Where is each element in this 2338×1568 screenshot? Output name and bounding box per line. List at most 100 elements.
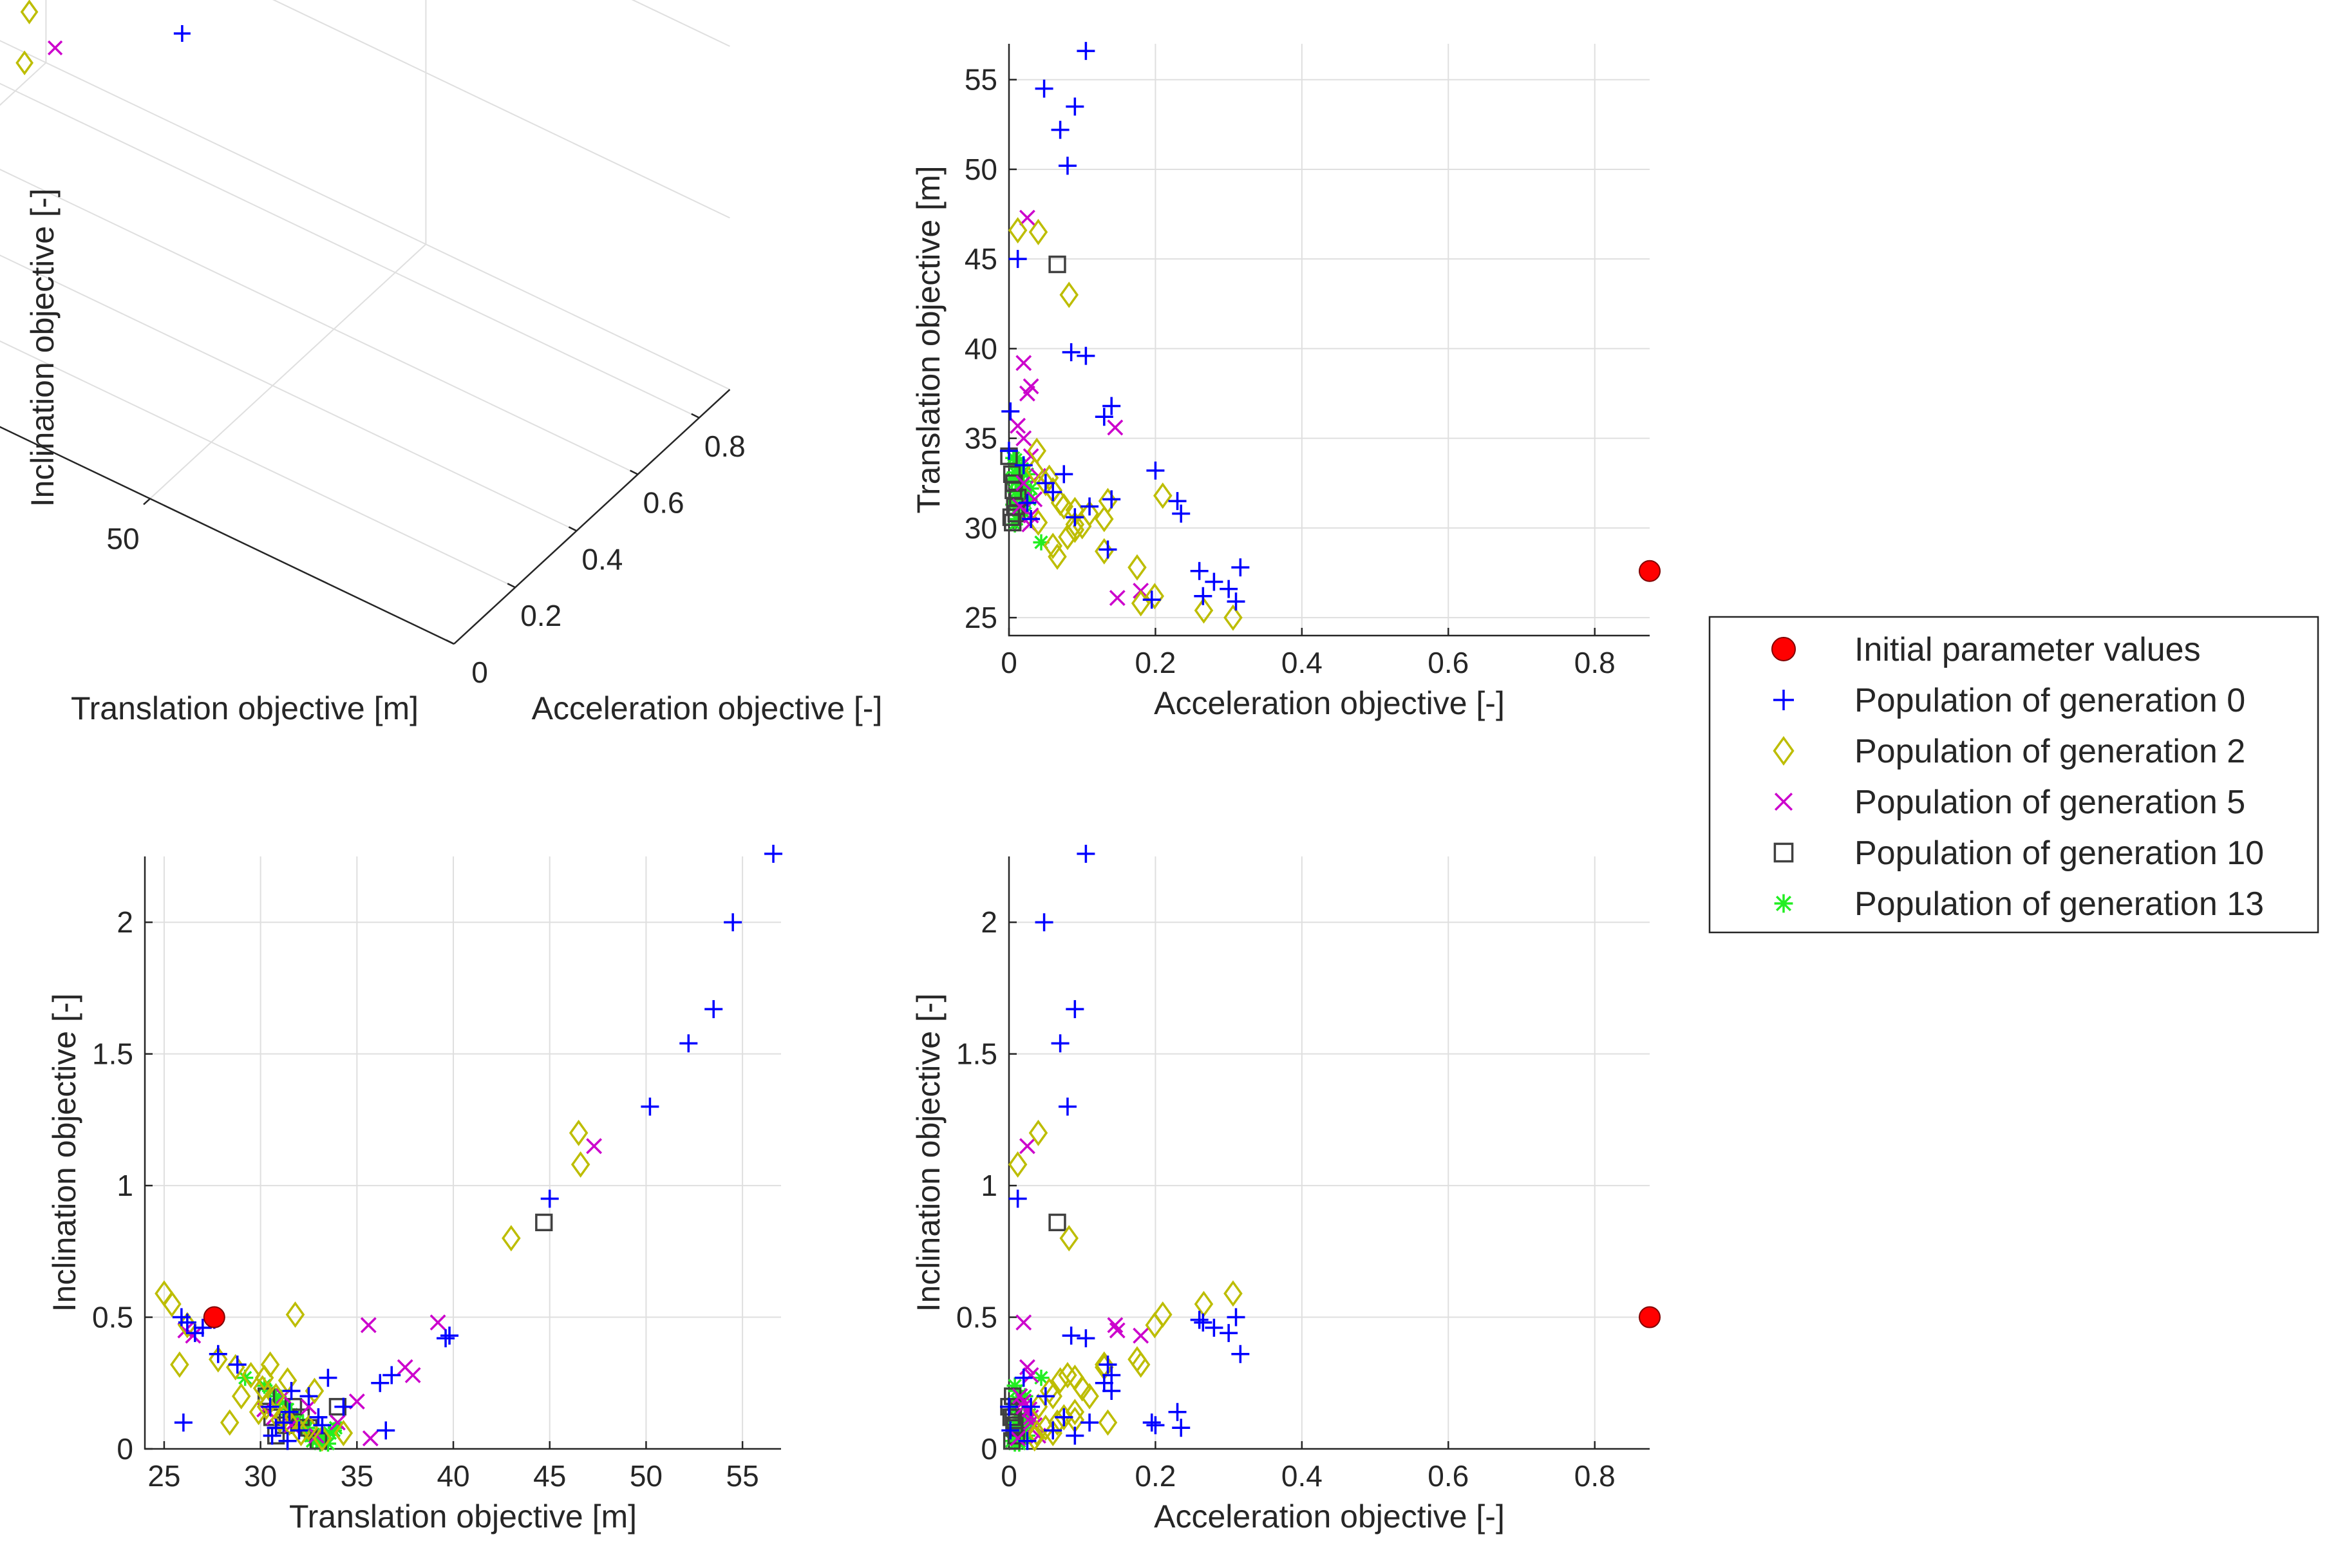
axis-lines (144, 856, 781, 1450)
data-point (1019, 1138, 1035, 1155)
x-tick-label: 55 (726, 1459, 759, 1493)
panel-acceleration-vs-inclination: 0 0.2 0.4 0.6 0.8 0 0.5 1 1.5 2 Acceleration objec… (910, 844, 1661, 1535)
data-point (231, 1383, 251, 1410)
legend-label: Initial parameter values (1854, 631, 2201, 668)
data-point (1003, 471, 1021, 488)
data-point (1033, 534, 1050, 551)
data-point (1227, 1308, 1245, 1327)
data-point (278, 1431, 297, 1450)
y-axis-label: Translation objective [m] (910, 165, 947, 513)
data-point (1146, 461, 1165, 480)
data-point (1005, 474, 1023, 492)
data-point (569, 1119, 589, 1146)
axis-lines (1008, 44, 1650, 637)
data-point (256, 1377, 273, 1394)
y-tick-mark (691, 413, 700, 419)
data-point (173, 25, 191, 43)
data-point (1025, 1425, 1044, 1452)
data-point (209, 1346, 228, 1373)
data-point (1010, 1430, 1026, 1447)
data-point (1000, 442, 1018, 460)
data-point (278, 1367, 297, 1394)
data-point (1027, 1419, 1046, 1446)
data-point (1102, 1382, 1121, 1401)
x-axis-label: Translation objective [m] (71, 690, 419, 726)
legend-box (1708, 616, 2319, 934)
data-point (1095, 505, 1114, 533)
data-point (1001, 402, 1020, 420)
y-tick-mark (507, 583, 516, 589)
x-gridline (0, 62, 47, 106)
y-tick-mark (568, 526, 577, 532)
data-point (1059, 1225, 1079, 1252)
data-point (284, 1397, 303, 1416)
data-point (1077, 42, 1095, 61)
data-point (540, 1189, 559, 1208)
data-point (1142, 590, 1161, 609)
data-point (203, 1306, 225, 1328)
y-gridline (0, 426, 455, 645)
data-point (1145, 1312, 1165, 1339)
data-point (1025, 457, 1044, 484)
data-point (1102, 397, 1121, 415)
data-point (1095, 1374, 1113, 1392)
data-point (1048, 1213, 1066, 1232)
data-point (440, 1327, 459, 1345)
data-point (1098, 1355, 1117, 1374)
data-point (1043, 533, 1062, 560)
data-point (1098, 1409, 1118, 1436)
data-point (1019, 466, 1036, 482)
data-point (1018, 493, 1037, 512)
data-point (1223, 604, 1243, 631)
data-point (1035, 913, 1053, 932)
data-point (334, 1419, 354, 1446)
acceleration-axis (453, 388, 731, 645)
data-point (1014, 1368, 1033, 1387)
data-point (1066, 1000, 1084, 1019)
panel-acceleration-vs-translation: 0 0.2 0.4 0.6 0.8 25 30 35 40 45 50 55 Acceleration … (910, 42, 1661, 721)
data-point (172, 1308, 191, 1327)
data-point (1223, 1280, 1243, 1307)
data-point (334, 1397, 353, 1416)
data-point (1098, 487, 1118, 515)
data-point (502, 1225, 521, 1252)
x-tick-mark (143, 498, 151, 505)
data-point (274, 1413, 293, 1432)
data-point (1080, 1413, 1099, 1432)
data-point (1190, 1310, 1209, 1329)
data-point (1028, 1119, 1048, 1146)
data-point (1033, 1370, 1050, 1386)
x-tick-label: 0 (1001, 1459, 1017, 1493)
translation-axis (0, 426, 455, 645)
y-tick-label: 50 (965, 153, 997, 186)
x-tick-label: 50 (106, 522, 139, 555)
data-point (1066, 97, 1084, 116)
x-tick-label: 0.4 (1281, 1459, 1323, 1493)
y-tick-label: 0 (981, 1432, 997, 1466)
data-point (1109, 1322, 1126, 1339)
data-point (382, 1366, 401, 1384)
legend-marker (1774, 792, 1793, 811)
data-point (1019, 1359, 1035, 1375)
data-point (764, 844, 783, 863)
data-point (1172, 1419, 1191, 1437)
data-point (254, 1365, 274, 1392)
y-tick-label: 55 (965, 63, 997, 97)
data-point (260, 1351, 280, 1378)
data-point (1205, 1318, 1223, 1337)
data-point (228, 1355, 247, 1374)
data-point (1036, 474, 1055, 493)
y-tick-label: 45 (965, 242, 997, 276)
data-point (1006, 464, 1023, 481)
data-point (1066, 508, 1084, 527)
y-gridline (0, 169, 639, 475)
data-point (155, 1280, 174, 1307)
data-point (1003, 465, 1021, 484)
data-point (362, 1430, 379, 1447)
data-point (249, 1399, 269, 1426)
data-point (1194, 587, 1212, 605)
data-point (437, 1329, 455, 1348)
data-point (1055, 1408, 1073, 1426)
data-point (285, 1301, 305, 1328)
y-tick-label: 1.5 (956, 1037, 997, 1071)
